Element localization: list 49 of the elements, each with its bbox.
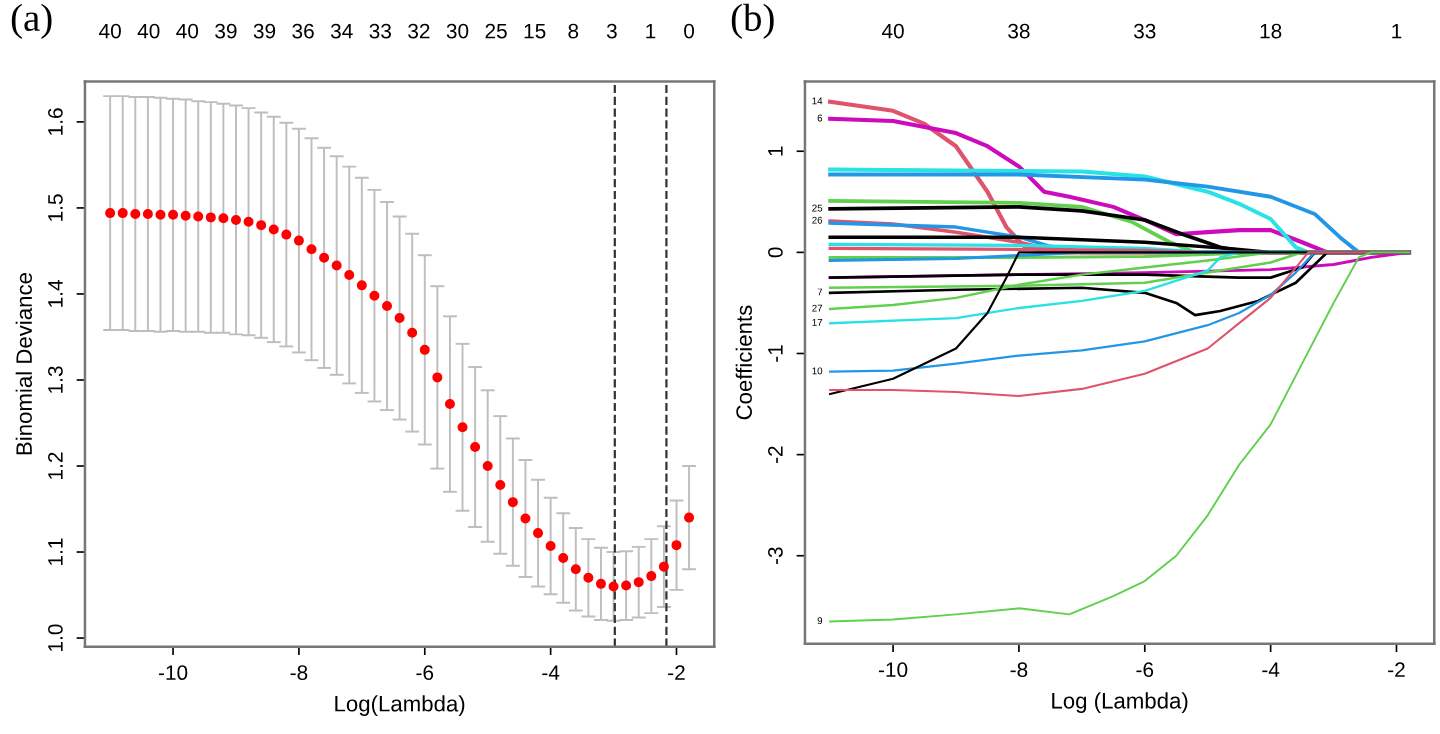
text: 30 [446, 23, 469, 39]
y-tick-label: 1.5 [48, 194, 63, 221]
text: 3 [606, 23, 617, 39]
x-axis-title: Log(Lambda) [335, 695, 465, 716]
x-tick-label: -10 [158, 665, 188, 681]
x-tick-label: -8 [290, 665, 308, 681]
text: 1 [646, 23, 656, 39]
text: 38 [1008, 23, 1030, 39]
x-tick-label: -6 [1136, 662, 1154, 678]
text: 40 [137, 23, 160, 39]
text: 39 [215, 23, 237, 39]
x-tick-label: -4 [542, 665, 560, 680]
text: 25 [485, 23, 507, 39]
text: 40 [881, 23, 904, 39]
text: 33 [1133, 23, 1156, 39]
y-tick-label: 0 [768, 247, 783, 258]
text: 40 [176, 23, 199, 39]
text: 8 [568, 23, 579, 39]
text: 1 [1392, 23, 1402, 39]
y-tick-label: -2 [768, 446, 783, 463]
y-axis-title: Coefficients [735, 305, 752, 420]
x-axis-title: Log (Lambda) [1052, 692, 1188, 714]
y-tick-label: 1.6 [48, 108, 63, 135]
text: 39 [253, 23, 276, 39]
text: 18 [1260, 23, 1282, 39]
y-tick-label: 1.0 [48, 624, 63, 651]
text: 36 [292, 23, 314, 39]
text: 33 [369, 23, 391, 39]
x-tick-label: -8 [1010, 662, 1028, 678]
x-tick-label: -4 [1262, 662, 1280, 677]
chart-title: (b) [731, 3, 774, 39]
y-tick-label: 1.3 [48, 366, 63, 393]
x-tick-label: -10 [878, 662, 908, 678]
text: 40 [99, 23, 121, 39]
text: 32 [408, 23, 430, 39]
y-tick-label: -1 [768, 345, 783, 362]
x-tick-label: -2 [668, 665, 685, 680]
y-tick-label: 1 [768, 146, 783, 156]
text: 15 [524, 23, 546, 39]
y-tick-label: 1.2 [48, 452, 63, 479]
y-axis-title: Binomial Deviance [15, 273, 32, 455]
text: 0 [684, 23, 695, 39]
y-tick-label: 1.4 [48, 280, 63, 307]
x-tick-label: -2 [1388, 662, 1405, 677]
y-tick-label: 1.1 [48, 538, 63, 565]
y-tick-label: -3 [768, 547, 783, 565]
x-tick-label: -6 [416, 665, 434, 681]
chart-title: (a) [11, 3, 52, 39]
text: 34 [330, 23, 353, 39]
